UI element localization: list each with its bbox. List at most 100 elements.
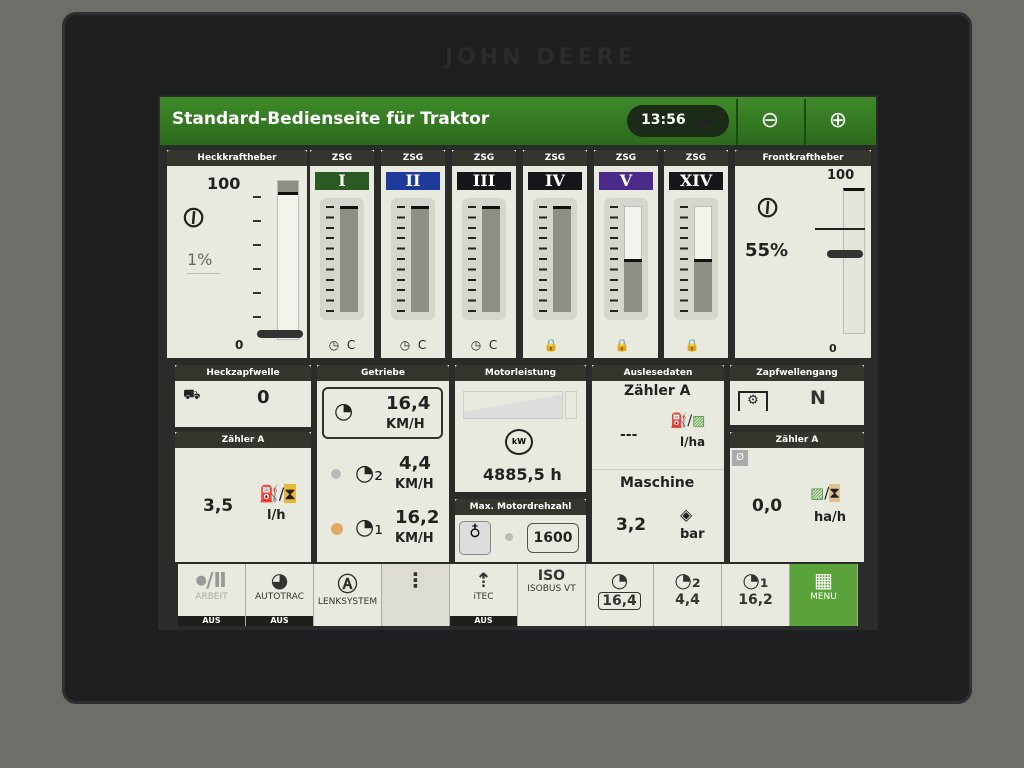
front-hitch-value: 55% bbox=[745, 240, 789, 261]
transmission-title: Getriebe bbox=[317, 365, 449, 381]
scv-column[interactable]: ZSG IV 🔒 bbox=[523, 150, 587, 358]
scv-footer[interactable]: 🔒 bbox=[523, 338, 587, 352]
set-speed-1-icon: ◔₁ bbox=[742, 568, 769, 592]
scale-max: 100 bbox=[207, 174, 241, 193]
scv-flow-fill bbox=[482, 206, 500, 312]
bottom-shortcut-1[interactable]: ◕ AUTOTRAC AUS bbox=[246, 564, 314, 626]
rear-hitch-value: 1% bbox=[187, 250, 221, 274]
scv-title: ZSG bbox=[310, 150, 374, 166]
scv-column[interactable]: ZSG III ◷ C bbox=[452, 150, 516, 358]
scv-footer[interactable]: ◷ C bbox=[452, 338, 516, 352]
speed-icon: ◔ bbox=[610, 568, 629, 592]
bottom-shortcut-0[interactable]: ⏺/Ⅱ ARBEIT AUS bbox=[178, 564, 246, 626]
shortcut-label: ISOBUS VT bbox=[527, 584, 576, 594]
speed-value: 16,4 bbox=[386, 393, 431, 414]
steering-icon: Ⓐ bbox=[337, 572, 358, 596]
shortcut-label: AUTOTRAC bbox=[255, 592, 304, 602]
front-hitch-marker[interactable] bbox=[827, 250, 863, 258]
scv-label: III bbox=[457, 172, 511, 190]
scale-min: 0 bbox=[829, 342, 837, 355]
rpm-indicator bbox=[505, 533, 513, 541]
bottom-shortcut-8[interactable]: ◔₁ 16,2 bbox=[722, 564, 790, 626]
scv-mode: C bbox=[417, 338, 427, 352]
tractor-pto-icon: ⛟ bbox=[183, 387, 201, 403]
counter-left-panel[interactable]: Zähler A 3,5 ⛽/⧗ l/h bbox=[175, 432, 311, 562]
page-title: Standard-Bedienseite für Traktor bbox=[172, 109, 490, 129]
front-hitch-gauge bbox=[843, 188, 865, 334]
bottom-shortcut-7[interactable]: ◔₂ 4,4 bbox=[654, 564, 722, 626]
bottom-shortcut-5[interactable]: ISO ISOBUS VT bbox=[518, 564, 586, 626]
scv-title: ZSG bbox=[594, 150, 658, 166]
scale-min: 0 bbox=[235, 338, 244, 352]
lock-icon: 🔒 bbox=[684, 338, 700, 352]
bottom-shortcut-6[interactable]: ◔ 16,4 bbox=[586, 564, 654, 626]
shortcut-label: iTEC bbox=[473, 592, 494, 602]
set-speed-1-icon[interactable]: ◔₁ bbox=[355, 515, 384, 540]
bottom-shortcut-9[interactable]: ▦ MENU bbox=[790, 564, 858, 626]
work-switch-icon: ⏺/Ⅱ bbox=[196, 568, 227, 592]
front-hitch-setpoint[interactable] bbox=[815, 228, 865, 230]
scv-flow-gauge bbox=[391, 198, 435, 320]
arrow-right-icon: ⊕ bbox=[828, 108, 848, 133]
forward-button[interactable]: ⊕ bbox=[804, 99, 870, 145]
screen: Standard-Bedienseite für Traktor 13:56 ☁ … bbox=[158, 95, 878, 630]
scv-label: IV bbox=[528, 172, 582, 190]
scv-flow-fill bbox=[553, 206, 571, 312]
cloud-sync-icon: ☁ bbox=[697, 109, 715, 130]
engine-rpm-button[interactable]: ♁ bbox=[459, 521, 491, 555]
scv-column[interactable]: ZSG XIV 🔒 bbox=[664, 150, 728, 358]
front-hitch-panel[interactable]: Frontkraftheber 100 0 ⊘ 55% bbox=[735, 150, 871, 358]
scv-flow-gauge bbox=[533, 198, 577, 320]
engine-icon: ♁ bbox=[469, 522, 481, 541]
shortcut-status: AUS bbox=[450, 616, 517, 626]
scv-mode: C bbox=[346, 338, 356, 352]
scv-flow-gauge bbox=[462, 198, 506, 320]
engine-power-panel[interactable]: Motorleistung kW 4885,5 h bbox=[455, 365, 586, 492]
scv-label: XIV bbox=[669, 172, 723, 190]
clock-sync-button[interactable]: 13:56 ☁ bbox=[627, 105, 729, 137]
rear-pto-panel[interactable]: Heckzapfwelle ⛟ 0 bbox=[175, 365, 311, 427]
lock-icon: 🔒 bbox=[614, 338, 630, 352]
pto-gear-panel[interactable]: Zapfwellengang ⚙ N bbox=[730, 365, 864, 425]
set-speed-2-icon: ◔₂ bbox=[674, 568, 701, 592]
hitch-marker[interactable] bbox=[257, 330, 303, 338]
scv-column[interactable]: ZSG I ◷ C bbox=[310, 150, 374, 358]
front-hitch-title: Frontkraftheber bbox=[735, 150, 871, 166]
readout-counter: Zähler A bbox=[624, 383, 691, 399]
scv-footer[interactable]: 🔒 bbox=[594, 338, 658, 352]
scv-footer[interactable]: ◷ C bbox=[381, 338, 445, 352]
rear-hitch-panel[interactable]: Heckkraftheber 100 0 ⊘ 1% bbox=[167, 150, 307, 358]
scale-ticks bbox=[610, 206, 618, 312]
scv-column[interactable]: ZSG V 🔒 bbox=[594, 150, 658, 358]
bottom-shortcut-4[interactable]: ⇡ iTEC AUS bbox=[450, 564, 518, 626]
scv-footer[interactable]: 🔒 bbox=[664, 338, 728, 352]
scv-title: ZSG bbox=[381, 150, 445, 166]
transmission-panel: Getriebe ◔ 16,4 KM/H ◔₂ 4,4 KM/H ◔₁ 16,2… bbox=[317, 365, 449, 562]
set-speed-1-unit: KM/H bbox=[395, 531, 434, 546]
bottom-shortcut-2[interactable]: Ⓐ LENKSYSTEM bbox=[314, 564, 382, 626]
rear-pto-title: Heckzapfwelle bbox=[175, 365, 311, 381]
speedometer-icon: ◔ bbox=[334, 399, 354, 424]
timer-icon: ◷ bbox=[399, 338, 411, 352]
speed-button[interactable]: ◔ 16,4 KM/H bbox=[322, 387, 443, 439]
bottom-shortcut-3[interactable]: ⋮ bbox=[382, 564, 450, 626]
scv-footer[interactable]: ◷ C bbox=[310, 338, 374, 352]
back-button[interactable]: ⊖ bbox=[736, 99, 802, 145]
set-speed-2-value: 4,4 bbox=[399, 453, 431, 474]
fuel-per-area-icon: ⛽/▨ bbox=[670, 413, 706, 429]
scv-flow-fill bbox=[411, 206, 429, 312]
scv-column[interactable]: ZSG II ◷ C bbox=[381, 150, 445, 358]
fuel-per-hour-icon: ⛽/⧗ bbox=[259, 484, 296, 503]
readout-panel[interactable]: Auslesedaten Zähler A --- ⛽/▨ l/ha Masch… bbox=[592, 365, 724, 562]
scv-flow-gauge bbox=[320, 198, 364, 320]
set-speed-2-icon[interactable]: ◔₂ bbox=[355, 461, 384, 486]
set-speed-2-indicator bbox=[331, 469, 341, 479]
pto-gear-value: N bbox=[810, 387, 826, 409]
timer-icon: ◷ bbox=[328, 338, 340, 352]
engine-power-title: Motorleistung bbox=[455, 365, 586, 381]
max-rpm-value[interactable]: 1600 bbox=[527, 523, 579, 553]
counter-right-panel[interactable]: Zähler A Ø 0,0 ▨/⧗ ha/h bbox=[730, 432, 864, 562]
implement-guidance-icon: ⋮ bbox=[405, 568, 426, 592]
scale-ticks bbox=[253, 190, 261, 340]
scale-ticks bbox=[468, 206, 476, 312]
